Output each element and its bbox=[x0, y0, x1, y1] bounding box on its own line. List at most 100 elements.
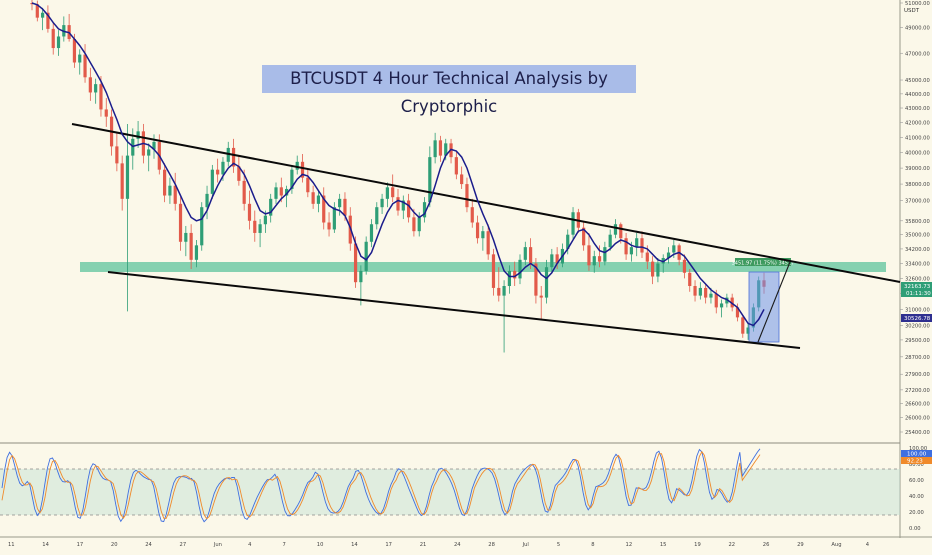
candle bbox=[78, 54, 82, 63]
candle bbox=[619, 224, 623, 239]
candle bbox=[88, 77, 92, 93]
price-tick-label: 37000.00 bbox=[905, 198, 930, 204]
time-axis[interactable]: 11 14 17 20 24 27 Jun 4 7 10 14 17 21 24 28 Jul 5 8 12 15 19… bbox=[8, 542, 870, 548]
price-tick-label: 51000.00 bbox=[905, 1, 930, 7]
ma-price-tag-bg bbox=[901, 314, 932, 322]
stoch-band bbox=[0, 469, 900, 515]
candle bbox=[645, 252, 649, 262]
candle bbox=[115, 146, 119, 164]
candle bbox=[592, 256, 596, 266]
candle bbox=[481, 231, 485, 239]
candle bbox=[401, 200, 405, 211]
candle bbox=[343, 198, 347, 216]
candle bbox=[656, 263, 660, 277]
upper-trend-line[interactable] bbox=[71, 123, 901, 283]
price-tick-label: 27200.00 bbox=[905, 388, 930, 394]
candle bbox=[672, 245, 676, 253]
lower-trend-line[interactable] bbox=[107, 271, 801, 349]
candle bbox=[51, 28, 55, 49]
candle bbox=[263, 215, 267, 225]
candle bbox=[651, 261, 655, 277]
candle bbox=[226, 147, 230, 162]
projection-box[interactable] bbox=[748, 271, 780, 343]
candle bbox=[274, 187, 278, 199]
candle bbox=[682, 259, 687, 273]
stoch-tag-top: 100.00 bbox=[907, 452, 927, 458]
candle bbox=[396, 197, 400, 211]
candle bbox=[269, 198, 273, 216]
stoch-tick-label: 20.00 bbox=[909, 510, 924, 516]
support-resistance-zone[interactable] bbox=[80, 262, 886, 272]
candle bbox=[475, 222, 480, 239]
candle bbox=[497, 287, 501, 296]
candle bbox=[353, 243, 358, 283]
stoch-tick-label: 100.00 bbox=[909, 446, 927, 452]
candle bbox=[544, 267, 549, 298]
price-tick-label: 40000.00 bbox=[905, 151, 930, 157]
candle bbox=[136, 131, 140, 139]
candle bbox=[258, 224, 262, 233]
stoch-k-line bbox=[1, 448, 761, 523]
candle bbox=[94, 84, 98, 93]
candle bbox=[41, 12, 45, 18]
projection-path bbox=[757, 261, 791, 343]
stoch-tick-label: 60.00 bbox=[909, 478, 924, 484]
candle bbox=[295, 161, 299, 170]
time-tick-label: 22 bbox=[728, 542, 735, 548]
candle bbox=[417, 217, 421, 232]
candle bbox=[709, 293, 713, 298]
candle bbox=[311, 192, 315, 204]
candle bbox=[555, 254, 559, 264]
candle bbox=[422, 202, 427, 218]
candle bbox=[332, 207, 336, 230]
price-tick-label: 35800.00 bbox=[905, 219, 930, 225]
time-tick-label: 4 bbox=[248, 542, 252, 548]
candle bbox=[635, 238, 639, 248]
candle bbox=[327, 222, 331, 230]
candle bbox=[306, 177, 310, 193]
candle bbox=[465, 184, 469, 208]
candle bbox=[72, 39, 77, 63]
time-tick-label: 26 bbox=[763, 542, 770, 548]
candle bbox=[438, 140, 443, 156]
stoch-tick-label: 0.00 bbox=[909, 526, 921, 532]
candle bbox=[603, 247, 607, 262]
candle bbox=[120, 163, 124, 199]
time-tick-label: 10 bbox=[317, 542, 324, 548]
candle bbox=[629, 247, 633, 255]
candle bbox=[391, 187, 395, 198]
candle bbox=[513, 270, 517, 279]
candle bbox=[433, 140, 437, 158]
candle bbox=[338, 198, 342, 208]
candle bbox=[178, 203, 183, 242]
candle bbox=[35, 4, 39, 18]
target-label-box bbox=[735, 258, 791, 266]
time-tick-label: 8 bbox=[591, 542, 594, 548]
price-tick-label: 32600.00 bbox=[905, 276, 930, 282]
candle bbox=[221, 161, 225, 175]
candle bbox=[200, 207, 204, 246]
price-tick-label: 31000.00 bbox=[905, 307, 930, 313]
time-tick-label: 4 bbox=[866, 542, 870, 548]
price-tick-label: 25400.00 bbox=[905, 430, 930, 436]
candle bbox=[247, 203, 252, 221]
candle bbox=[582, 227, 586, 246]
candle bbox=[210, 169, 214, 194]
countdown-tag: 01:11:30 bbox=[906, 291, 931, 297]
candle bbox=[640, 238, 644, 253]
candle bbox=[125, 155, 130, 199]
time-tick-label: 24 bbox=[145, 542, 152, 548]
candle bbox=[693, 286, 697, 296]
candle bbox=[189, 232, 193, 260]
time-tick-label: 27 bbox=[180, 542, 187, 548]
stoch-tag-second-bg bbox=[901, 457, 932, 464]
price-axis[interactable]: 51000.00 49000.00 47000.00 45000.00 44000.00… bbox=[900, 1, 930, 436]
target-label: 3451.97 (11.75%) 34517 bbox=[732, 261, 795, 267]
candle bbox=[285, 188, 289, 196]
candle bbox=[279, 187, 283, 196]
candle bbox=[322, 195, 326, 223]
candle bbox=[56, 36, 61, 49]
time-tick-label: 11 bbox=[8, 542, 15, 548]
candle bbox=[746, 327, 750, 334]
